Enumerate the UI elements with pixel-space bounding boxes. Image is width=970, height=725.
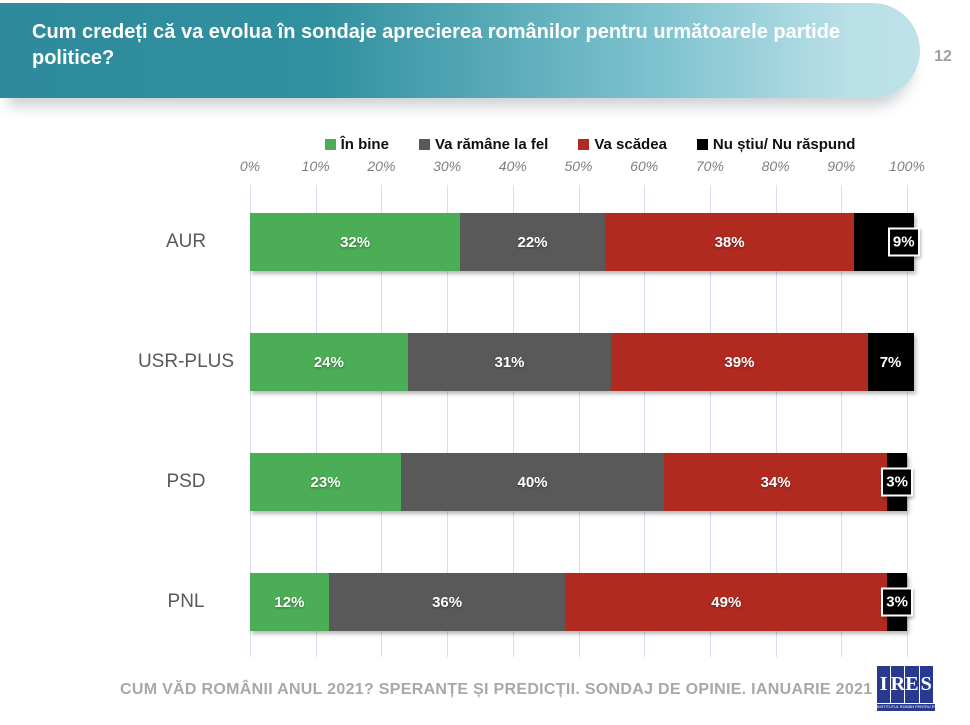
bar-value-callout: 3% (881, 587, 913, 617)
ires-logo-letter: S (919, 666, 933, 703)
bar-value-callout: 3% (881, 467, 913, 497)
legend-swatch-icon (418, 138, 430, 150)
bar-value-label: 39% (724, 353, 755, 371)
bar-segment: 22% (460, 213, 605, 271)
legend-item: Va rămâne la fel (418, 135, 549, 153)
bar-value-label: 22% (517, 233, 548, 251)
bar-segment: 39% (611, 333, 868, 391)
category-labels: AUR USR-PLUS PSD PNL (130, 185, 242, 657)
legend-swatch-icon (696, 138, 708, 150)
bar-value-label: 12% (274, 593, 305, 611)
bar-value-label: 36% (432, 593, 463, 611)
x-axis-tick: 60% (630, 158, 659, 174)
header-banner: Cum credeți că va evolua în sondaje apre… (0, 3, 920, 98)
bar-segment: 12% (250, 573, 329, 631)
gridline (250, 185, 251, 657)
x-axis-tick: 50% (564, 158, 593, 174)
ires-logo-letter: I (877, 666, 891, 703)
bar-segment: 38% (604, 213, 855, 271)
category-label: USR-PLUS (137, 351, 235, 372)
legend-swatch-icon (324, 138, 336, 150)
x-axis-tick: 40% (498, 158, 527, 174)
chart-legend: În bine Va rămâne la fel Va scădea Nu știu/… (260, 133, 920, 155)
bar-segment: 49% (565, 573, 888, 631)
category-label: AUR (165, 231, 207, 252)
legend-swatch-icon (578, 138, 590, 150)
x-axis-tick: 30% (433, 158, 462, 174)
legend-label: Va rămâne la fel (434, 135, 549, 153)
bar-value-label: 24% (313, 353, 344, 371)
source-text: CUM VĂD ROMÂNII ANUL 2021? SPERANȚE ȘI P… (120, 681, 873, 698)
gridline (512, 185, 514, 657)
bar-segment: 23% (250, 453, 402, 511)
legend-label: În bine (340, 135, 389, 153)
gridline (315, 185, 317, 657)
legend-label: Nu știu/ Nu răspund (712, 135, 856, 153)
x-axis-tick: 70% (695, 158, 724, 174)
ires-logo-letter: E (905, 666, 919, 703)
bar-segment: 40% (401, 453, 664, 511)
bar-segment: 34% (663, 453, 888, 511)
ires-logo-tagline: INSTITUTUL ROMÂN PENTRU EVALUARE ȘI STRA… (877, 704, 935, 711)
bar-value-label: 31% (494, 353, 525, 371)
page-title: Cum credeți că va evolua în sondaje apre… (32, 21, 841, 70)
x-axis-tick: 90% (827, 158, 856, 174)
bar-value-label: 7% (879, 353, 902, 371)
bar-value-callout: 9% (887, 227, 920, 257)
gridline (775, 185, 777, 657)
bar-value-label: 49% (711, 593, 742, 611)
gridline (841, 185, 843, 657)
gridline (381, 185, 383, 657)
bar-value-label: 38% (714, 233, 745, 251)
category-label: PNL (167, 591, 205, 612)
legend-item: În bine (324, 135, 389, 153)
legend-label: Va scădea (594, 135, 667, 153)
gridline (644, 185, 646, 657)
plot-area: 32% 22% 38% 9% 24% 31% 39% 7% 23% 40% 34% 3% 12% 36% 4… (250, 185, 920, 657)
legend-item: Va scădea (578, 136, 667, 153)
ires-logo-letter: R (891, 666, 905, 703)
bar-segment: 32% (250, 213, 461, 271)
bar-value-label: 34% (760, 473, 791, 491)
bar-row: 12% 36% 49% 3% (250, 573, 913, 631)
x-axis-tick: 10% (301, 158, 330, 174)
bar-row: 32% 22% 38% 9% (250, 213, 920, 271)
x-axis: 0% 10% 20% 30% 40% 50% 60% 70% 80% 90% 100% (240, 158, 925, 178)
bar-row: 24% 31% 39% 7% (250, 333, 914, 391)
bar-value-label: 32% (340, 233, 371, 251)
bar-segment: 7% (867, 333, 914, 391)
gridline (907, 185, 908, 657)
x-axis-tick: 0% (239, 158, 261, 174)
x-axis-tick: 100% (889, 158, 925, 174)
category-label: PSD (166, 471, 206, 492)
gridline (709, 185, 711, 657)
bar-value-label: 40% (517, 473, 548, 491)
gridline (578, 185, 580, 657)
bar-value-label: 23% (310, 473, 341, 491)
gridline (447, 185, 449, 657)
bar-segment: 36% (328, 573, 566, 631)
bar-segment: 24% (250, 333, 408, 391)
bar-row: 23% 40% 34% 3% (250, 453, 913, 511)
page-number: 12 (934, 48, 952, 65)
legend-item: Nu știu/ Nu răspund (696, 135, 856, 153)
x-axis-tick: 20% (367, 158, 396, 174)
x-axis-tick: 80% (761, 158, 790, 174)
bar-segment: 31% (407, 333, 612, 391)
